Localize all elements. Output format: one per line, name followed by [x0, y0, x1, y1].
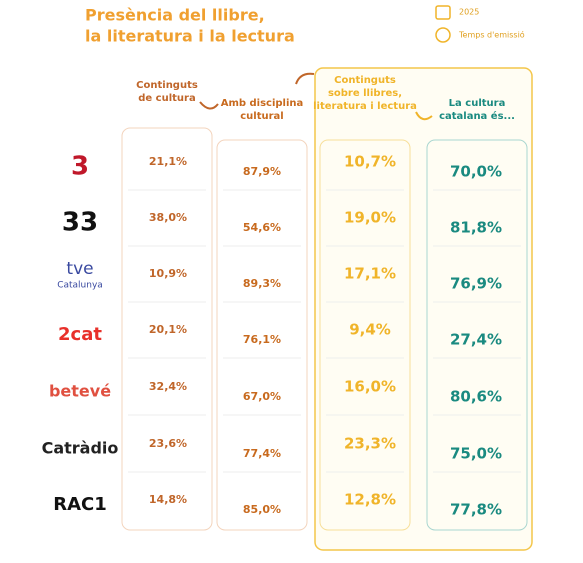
- channel-logo: RAC1: [53, 494, 107, 515]
- cell-value: 80,6%: [450, 388, 502, 406]
- cell-value: 77,4%: [243, 447, 281, 460]
- cell-value: 76,1%: [243, 333, 281, 346]
- column-box: [426, 139, 528, 531]
- highlight-frame: [314, 67, 533, 551]
- cell-value: 77,8%: [450, 501, 502, 519]
- cell-value: 70,0%: [450, 163, 502, 181]
- cell-value: 19,0%: [344, 209, 396, 227]
- column-header: Continguts: [334, 75, 396, 86]
- column-header: de cultura: [138, 93, 195, 104]
- channel-logo: 2cat: [58, 324, 102, 345]
- column-box: [121, 127, 213, 531]
- cell-value: 20,1%: [149, 323, 187, 336]
- cell-value: 21,1%: [149, 155, 187, 168]
- column-header: sobre llibres,: [328, 88, 402, 99]
- cell-value: 23,3%: [344, 435, 396, 453]
- channel-logo: Catràdio: [42, 439, 119, 458]
- cell-value: 32,4%: [149, 380, 187, 393]
- cell-value: 87,9%: [243, 165, 281, 178]
- channel-logo: betevé: [49, 382, 111, 401]
- title-line: la literatura i la lectura: [85, 27, 295, 46]
- column-header: Continguts: [136, 80, 198, 91]
- column-header: cultural: [240, 111, 283, 122]
- arrow: [295, 72, 315, 85]
- clock-icon: [435, 27, 451, 43]
- arrow: [199, 101, 219, 110]
- cell-value: 54,6%: [243, 221, 281, 234]
- channel-logo: 3: [71, 152, 89, 182]
- cell-value: 14,8%: [149, 493, 187, 506]
- cell-value: 12,8%: [344, 491, 396, 509]
- column-box: [319, 139, 411, 531]
- channel-logo: Catalunya: [57, 281, 103, 291]
- calendar-icon: [435, 5, 451, 20]
- legend-label: 2025: [459, 8, 479, 17]
- column-header: Amb disciplina: [221, 98, 304, 109]
- cell-value: 67,0%: [243, 390, 281, 403]
- column-header: catalana és...: [439, 110, 515, 122]
- arrow: [415, 111, 433, 121]
- column-header: La cultura: [449, 98, 506, 109]
- cell-value: 10,7%: [344, 153, 396, 171]
- cell-value: 16,0%: [344, 378, 396, 396]
- cell-value: 9,4%: [349, 321, 391, 339]
- cell-value: 75,0%: [450, 445, 502, 463]
- cell-value: 38,0%: [149, 211, 187, 224]
- cell-value: 76,9%: [450, 275, 502, 293]
- title-line: Presència del llibre,: [85, 6, 265, 25]
- channel-logo: tve: [66, 259, 93, 279]
- cell-value: 81,8%: [450, 219, 502, 237]
- cell-value: 27,4%: [450, 331, 502, 349]
- cell-value: 17,1%: [344, 265, 396, 283]
- column-header: literatura i lectura: [313, 101, 417, 112]
- cell-value: 85,0%: [243, 503, 281, 516]
- channel-logo: 33: [62, 208, 98, 238]
- cell-value: 89,3%: [243, 277, 281, 290]
- column-box: [216, 139, 308, 531]
- cell-value: 10,9%: [149, 267, 187, 280]
- legend-label: Temps d'emissió: [458, 30, 525, 40]
- cell-value: 23,6%: [149, 437, 187, 450]
